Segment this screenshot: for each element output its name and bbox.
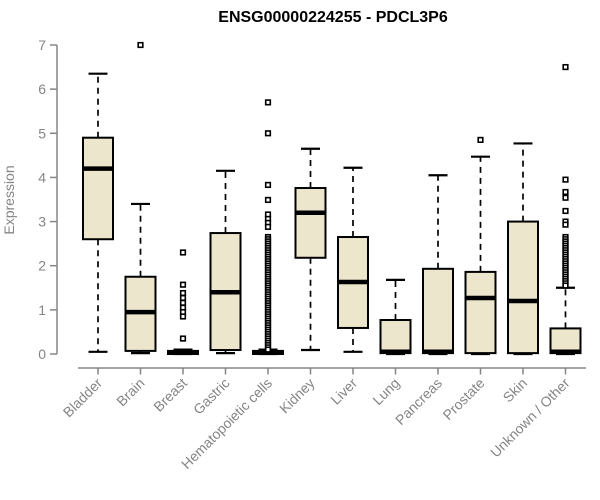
iqr-box: [549, 327, 582, 355]
outlier-point: [562, 282, 569, 289]
x-category-label-unknown-other: Unknown / Other: [487, 375, 573, 461]
outlier-point: [264, 196, 272, 204]
box-group-liver: [337, 166, 369, 353]
outlier-point: [264, 346, 272, 353]
x-category-label-liver: Liver: [327, 375, 360, 408]
iqr-box: [507, 220, 539, 355]
x-category-label-bladder: Bladder: [60, 375, 106, 421]
outlier-point: [179, 281, 187, 288]
outlier-point: [179, 313, 187, 320]
box-group-hematopoietic-cells: [252, 99, 284, 356]
y-tick-label: 2: [38, 258, 46, 274]
x-category-label-pancreas: Pancreas: [392, 375, 445, 428]
outlier-point: [179, 299, 187, 306]
outlier-point: [264, 223, 272, 230]
box-group-prostate: [464, 136, 497, 356]
x-category-label-kidney: Kidney: [276, 375, 318, 417]
iqr-box: [82, 136, 114, 241]
y-tick-label: 6: [38, 81, 46, 97]
outlier-point: [179, 289, 187, 297]
chart-title: ENSG00000224255 - PDCL3P6: [218, 9, 448, 26]
outlier-point: [179, 335, 187, 342]
x-category-label-breast: Breast: [150, 375, 190, 415]
y-tick-label: 1: [38, 302, 46, 318]
iqr-box: [294, 187, 327, 259]
y-tick-label: 7: [38, 37, 46, 53]
outlier-point: [179, 249, 187, 256]
y-axis-title: Expression: [1, 165, 17, 234]
outlier-point: [264, 99, 272, 106]
box-group-gastric: [209, 169, 242, 355]
x-category-label-skin: Skin: [500, 375, 531, 406]
x-category-label-brain: Brain: [113, 375, 147, 409]
box-group-pancreas: [422, 174, 454, 356]
outlier-point: [477, 136, 484, 144]
outlier-point: [562, 188, 569, 196]
y-tick-label: 5: [38, 125, 46, 141]
x-category-label-lung: Lung: [369, 375, 402, 408]
iqr-box: [379, 319, 412, 355]
outlier-point: [264, 130, 272, 137]
x-category-label-prostate: Prostate: [439, 375, 487, 423]
outlier-point: [264, 181, 272, 189]
outlier-point: [562, 221, 569, 228]
box-group-unknown-other: [549, 63, 582, 356]
outlier-point: [562, 194, 569, 201]
outlier-point: [562, 63, 569, 71]
box-group-skin: [507, 142, 539, 356]
box-group-lung: [379, 278, 412, 356]
y-tick-label: 0: [38, 346, 46, 362]
box-group-breast: [167, 249, 199, 356]
y-tick-label: 3: [38, 214, 46, 230]
iqr-box: [464, 270, 497, 355]
outlier-point: [137, 41, 144, 49]
outlier-point: [562, 176, 569, 183]
box-group-brain: [124, 41, 157, 355]
iqr-box: [422, 267, 454, 355]
box-group-kidney: [294, 147, 327, 352]
box-group-bladder: [82, 72, 114, 353]
outlier-point: [562, 207, 569, 215]
outlier-point: [179, 294, 187, 302]
y-tick-label: 4: [38, 169, 46, 185]
